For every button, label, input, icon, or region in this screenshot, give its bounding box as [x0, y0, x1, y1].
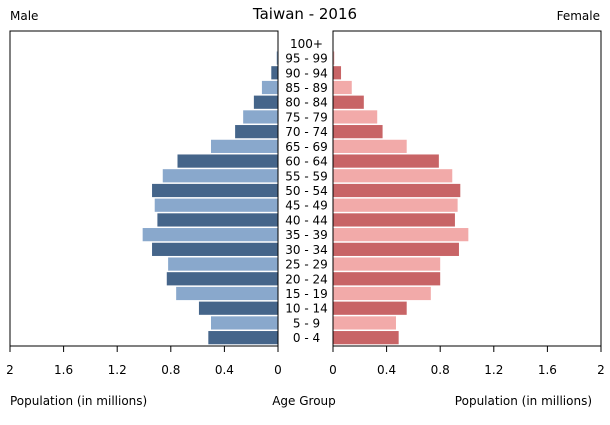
male-bar-15: [243, 110, 278, 124]
age-group-label: 80 - 84: [285, 96, 328, 110]
male-bar-11: [162, 169, 278, 183]
male-tick-label: 1.6: [54, 363, 73, 377]
age-group-label: 100+: [290, 37, 323, 51]
female-bar-13: [333, 139, 407, 153]
age-group-label: 50 - 54: [285, 184, 328, 198]
male-bar-0: [208, 331, 278, 345]
male-tick-label: 1.2: [108, 363, 127, 377]
age-group-label: 30 - 34: [285, 243, 328, 257]
male-bar-4: [166, 272, 278, 286]
male-bar-7: [142, 228, 278, 242]
age-group-label: 55 - 59: [285, 169, 328, 183]
female-bar-17: [333, 80, 352, 95]
female-bar-11: [333, 169, 453, 183]
female-tick-label: 0.8: [431, 363, 450, 377]
female-tick-label: 1.6: [538, 363, 557, 377]
male-bar-19: [276, 51, 278, 65]
female-bar-10: [333, 183, 461, 198]
age-group-label: 95 - 99: [285, 52, 328, 66]
age-group-label: 10 - 14: [285, 302, 328, 316]
female-bar-12: [333, 154, 439, 168]
male-bar-17: [261, 80, 278, 95]
female-bar-0: [333, 331, 399, 345]
female-tick-label: 2: [597, 363, 605, 377]
female-bar-2: [333, 301, 407, 315]
age-group-label: 40 - 44: [285, 213, 328, 227]
male-label: Male: [10, 9, 38, 23]
female-label: Female: [557, 9, 600, 23]
age-group-label: 25 - 29: [285, 258, 328, 272]
female-bar-5: [333, 257, 441, 271]
male-bar-13: [211, 139, 278, 153]
age-group-label: 15 - 19: [285, 287, 328, 301]
male-bar-9: [154, 198, 278, 212]
age-group-label: 90 - 94: [285, 66, 328, 80]
male-bar-3: [176, 286, 278, 301]
male-tick-label: 0.4: [215, 363, 234, 377]
chart-title: Taiwan - 2016: [252, 5, 357, 23]
female-bar-8: [333, 213, 455, 227]
female-bar-4: [333, 272, 441, 286]
male-bar-5: [168, 257, 278, 271]
male-bar-12: [177, 154, 278, 168]
age-group-label: 45 - 49: [285, 199, 328, 213]
female-bar-16: [333, 95, 364, 109]
female-bar-14: [333, 125, 383, 139]
female-bar-6: [333, 242, 459, 256]
age-group-label: 35 - 39: [285, 228, 328, 242]
female-bar-18: [333, 66, 342, 80]
male-bar-6: [152, 242, 278, 256]
male-bar-16: [253, 95, 278, 109]
male-bar-14: [235, 125, 278, 139]
male-bar-1: [211, 316, 278, 330]
male-tick-label: 2: [6, 363, 14, 377]
age-group-label: 0 - 4: [293, 331, 320, 345]
female-axis-label: Population (in millions): [455, 394, 592, 408]
age-group-label: 20 - 24: [285, 272, 328, 286]
age-group-label: 75 - 79: [285, 110, 328, 124]
female-tick-label: 1.2: [484, 363, 503, 377]
age-group-label: 5 - 9: [293, 316, 320, 330]
female-bar-15: [333, 110, 378, 124]
male-plot-frame: [9, 30, 279, 347]
male-tick-label: 0: [274, 363, 282, 377]
age-group-label: 85 - 89: [285, 81, 328, 95]
male-bar-18: [271, 66, 278, 80]
male-bar-8: [157, 213, 278, 227]
female-plot-frame: [332, 30, 602, 347]
female-tick-label: 0.4: [377, 363, 396, 377]
female-bar-3: [333, 286, 431, 301]
age-group-label: 65 - 69: [285, 140, 328, 154]
age-group-axis-label: Age Group: [272, 394, 336, 408]
age-group-label: 60 - 64: [285, 155, 328, 169]
female-bar-19: [333, 51, 335, 65]
female-bar-7: [333, 228, 469, 242]
male-axis-label: Population (in millions): [10, 394, 147, 408]
male-bar-2: [198, 301, 278, 315]
male-bar-10: [152, 183, 278, 198]
female-bar-1: [333, 316, 396, 330]
female-tick-label: 0: [329, 363, 337, 377]
male-tick-label: 0.8: [161, 363, 180, 377]
age-group-label: 70 - 74: [285, 125, 328, 139]
female-bar-9: [333, 198, 458, 212]
